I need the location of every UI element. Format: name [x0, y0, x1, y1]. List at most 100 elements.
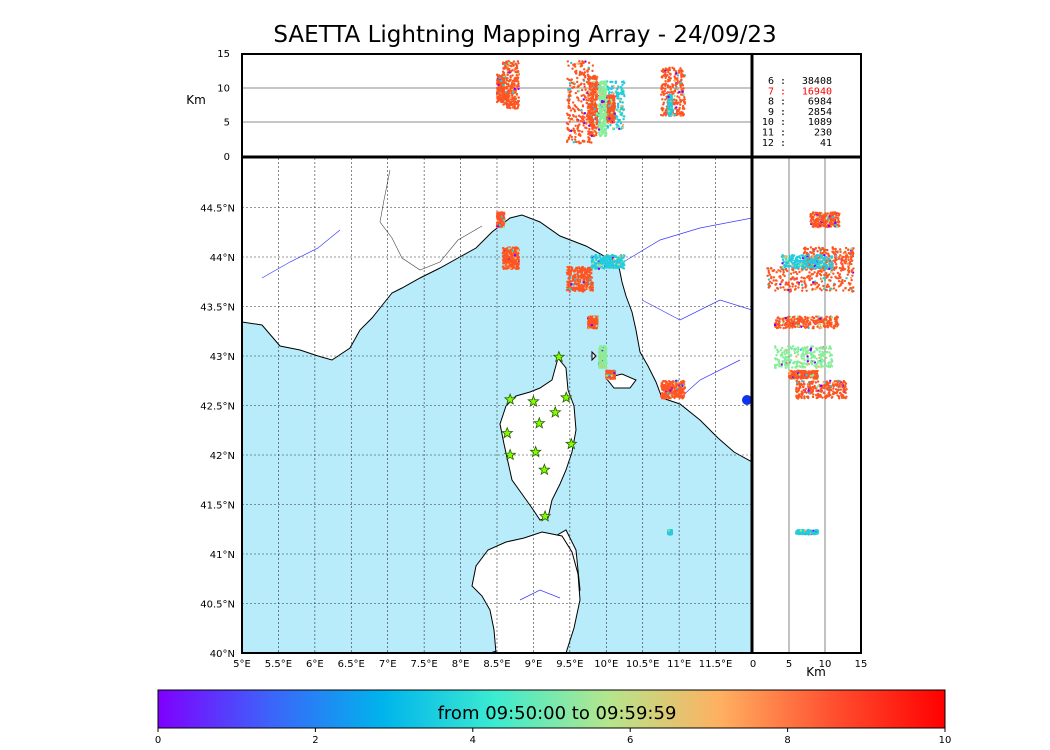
altitude-point	[513, 87, 517, 91]
lightning-point	[506, 263, 509, 266]
altitude-point	[498, 87, 502, 90]
altitude-point	[565, 140, 569, 144]
altitude-point	[587, 81, 590, 84]
lightning-point	[597, 350, 601, 354]
lightning-point	[501, 252, 505, 255]
side-point	[814, 246, 818, 250]
altitude-point	[593, 109, 597, 113]
lightning-point	[669, 389, 672, 392]
lightning-point	[568, 277, 571, 280]
altitude-point	[600, 122, 603, 126]
altitude-point	[604, 88, 608, 92]
lightning-point	[613, 373, 617, 377]
altitude-point	[594, 86, 598, 89]
altitude-point	[503, 66, 506, 69]
lightning-point	[601, 351, 604, 355]
altitude-point	[619, 122, 623, 125]
altitude-point	[508, 106, 512, 110]
side-point	[816, 250, 819, 253]
lightning-point	[589, 283, 592, 287]
altitude-point	[675, 86, 678, 90]
count-value: 41	[820, 138, 832, 149]
altitude-point	[588, 97, 591, 100]
altitude-point	[571, 86, 575, 89]
altitude-point	[506, 76, 509, 80]
altitude-point	[604, 100, 608, 103]
side-point	[833, 261, 837, 264]
lightning-point	[672, 390, 676, 394]
lightning-point	[675, 383, 678, 386]
altitude-point	[567, 116, 571, 120]
count-label: 10 :	[762, 117, 786, 128]
side-point	[847, 265, 850, 268]
lightning-point	[514, 267, 518, 270]
altitude-point	[680, 74, 683, 77]
lightning-point	[569, 283, 573, 286]
altitude-point	[609, 80, 612, 84]
altitude-point	[567, 136, 571, 139]
altitude-point	[616, 109, 620, 113]
count-value: 6984	[808, 97, 832, 108]
lightning-point	[516, 252, 520, 255]
altitude-point	[616, 120, 620, 124]
lightning-point	[587, 270, 591, 274]
lightning-point	[598, 363, 602, 366]
altitude-point	[593, 126, 597, 129]
altitude-point	[511, 91, 515, 94]
altitude-point	[604, 93, 608, 96]
altitude-point	[621, 108, 624, 111]
altitude-point	[670, 95, 673, 98]
altitude-point	[495, 73, 499, 76]
altitude-point	[682, 93, 686, 96]
lightning-point	[571, 279, 574, 282]
side-point	[844, 260, 848, 263]
station-star	[538, 509, 552, 522]
altitude-point	[502, 92, 505, 95]
altitude-point	[601, 130, 604, 134]
altitude-point	[669, 85, 672, 88]
altitude-point	[582, 124, 585, 127]
altitude-point	[573, 129, 576, 133]
side-point	[824, 249, 828, 252]
altitude-point	[568, 114, 572, 117]
lightning-point	[517, 261, 520, 265]
altitude-point	[515, 73, 518, 77]
lightning-point	[600, 257, 604, 261]
altitude-point	[671, 66, 674, 70]
lightning-point	[595, 318, 599, 321]
lightning-point	[620, 258, 623, 262]
lightning-point	[616, 263, 620, 266]
altitude-point	[673, 113, 677, 116]
altitude-point	[673, 75, 676, 78]
altitude-point	[584, 88, 587, 91]
altitude-point	[621, 123, 625, 126]
altitude-point	[600, 134, 603, 137]
lightning-point	[607, 264, 610, 267]
station-star	[503, 392, 517, 405]
lightning-point	[611, 260, 614, 264]
altitude-point	[666, 91, 670, 94]
altitude-point	[621, 91, 624, 94]
altitude-point	[609, 124, 612, 127]
altitude-point	[509, 96, 512, 100]
lightning-point	[576, 267, 579, 270]
altitude-point	[574, 91, 578, 95]
altitude-point	[676, 79, 679, 82]
altitude-point	[681, 70, 684, 73]
lightning-point	[583, 271, 587, 275]
station-star	[527, 394, 540, 407]
lightning-point	[668, 531, 671, 535]
altitude-point	[505, 79, 509, 82]
lightning-point	[496, 217, 499, 220]
lightning-point	[588, 318, 591, 321]
altitude-point	[598, 124, 601, 127]
altitude-point	[591, 77, 594, 80]
altitude-point	[678, 111, 682, 114]
altitude-point	[572, 127, 575, 130]
lightning-point	[602, 255, 605, 259]
altitude-point	[667, 80, 670, 83]
lightning-point	[573, 280, 577, 283]
altitude-point	[580, 88, 584, 92]
lightning-point	[576, 274, 580, 278]
lightning-point	[582, 278, 585, 282]
